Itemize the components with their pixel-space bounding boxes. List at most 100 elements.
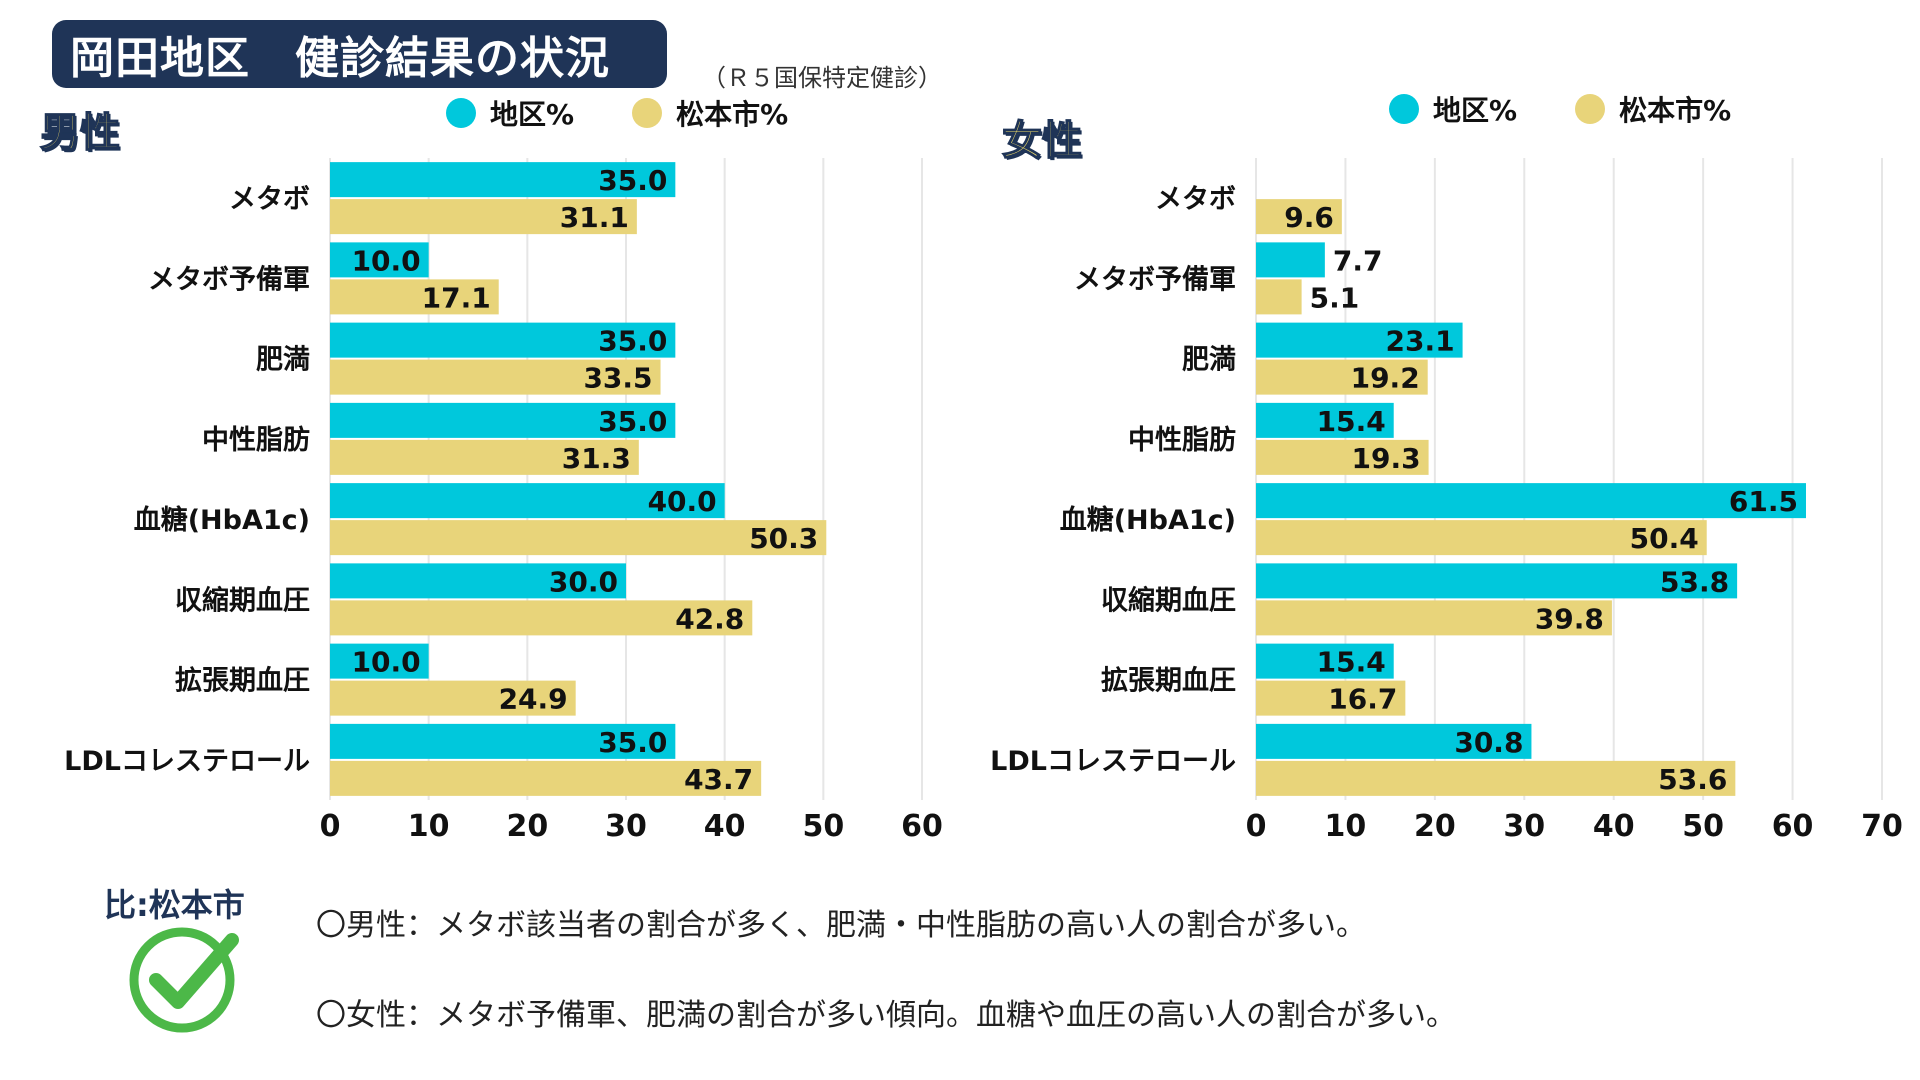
bar-city <box>1256 600 1612 636</box>
x-tick-label: 0 <box>320 809 341 844</box>
male-legend: 地区% 松本市% <box>446 93 846 133</box>
x-tick-label: 60 <box>1772 809 1814 844</box>
data-label: 31.3 <box>562 442 631 475</box>
bar-city <box>330 680 576 716</box>
female-chart: 0 10 20 30 40 50 60 70 メタボ 9.6 メタボ予備軍 7.7 5.1 肥満 23.1 1… <box>990 158 1903 844</box>
data-label: 35.0 <box>598 325 667 358</box>
category-label: LDLコレステロール <box>990 746 1236 777</box>
data-label: 53.8 <box>1660 565 1729 598</box>
data-label: 17.1 <box>422 281 491 314</box>
legend-label-district: 地区% <box>490 98 575 131</box>
x-tick-label: 60 <box>901 809 943 844</box>
category-label: メタボ <box>229 184 310 215</box>
legend-label-city: 松本市% <box>1619 94 1732 127</box>
data-label: 10.0 <box>352 244 421 277</box>
data-label: 42.8 <box>675 602 744 635</box>
category-label: 拡張期血圧 <box>1101 666 1236 697</box>
bar-city <box>330 199 637 235</box>
bar-district <box>1256 483 1806 519</box>
bar-district <box>330 162 676 198</box>
category-label: 肥満 <box>1182 345 1236 376</box>
category-label: 中性脂肪 <box>202 425 310 456</box>
bar-city <box>1256 760 1736 796</box>
bar-district <box>1256 402 1394 438</box>
data-label: 50.4 <box>1630 522 1699 555</box>
bar-district <box>330 483 725 519</box>
data-label: 15.4 <box>1317 405 1386 438</box>
legend-dot-district <box>446 98 476 128</box>
x-tick-label: 30 <box>1503 809 1545 844</box>
data-label: 31.1 <box>560 201 629 234</box>
data-label: 24.9 <box>499 683 568 716</box>
data-label: 43.7 <box>684 763 753 796</box>
legend-dot-city <box>1575 94 1606 124</box>
bar-city <box>1256 680 1406 716</box>
data-label: 5.1 <box>1310 281 1360 314</box>
x-tick-label: 20 <box>1414 809 1456 844</box>
bar-district <box>330 242 429 278</box>
category-label: 拡張期血圧 <box>175 666 310 697</box>
data-label: 16.7 <box>1328 683 1397 716</box>
bar-city <box>330 600 753 636</box>
note-male: 〇男性：メタボ該当者の割合が多く、肥満・中性脂肪の高い人の割合が多い。 <box>316 908 1366 943</box>
data-label: 39.8 <box>1535 602 1604 635</box>
bar-district <box>1256 643 1394 679</box>
x-tick-label: 50 <box>1682 809 1724 844</box>
bar-city <box>1256 279 1302 315</box>
bar-district <box>1256 322 1463 358</box>
data-label: 35.0 <box>598 164 667 197</box>
legend-item-city: 松本市% <box>1575 89 1731 129</box>
legend-label-city: 松本市% <box>676 98 789 131</box>
category-label: 中性脂肪 <box>1128 425 1236 456</box>
x-tick-label: 70 <box>1861 809 1903 844</box>
bar-city <box>1256 359 1428 395</box>
bar-district <box>330 563 626 599</box>
legend-dot-district <box>1389 94 1419 124</box>
page-title: 岡田地区 健診結果の状況 <box>52 20 667 88</box>
comparison-label: 比:松本市 <box>104 886 245 924</box>
data-label: 19.3 <box>1352 442 1421 475</box>
x-tick-label: 0 <box>1246 809 1267 844</box>
legend-item-city: 松本市% <box>632 93 788 133</box>
data-label: 61.5 <box>1729 485 1798 518</box>
data-label: 23.1 <box>1385 325 1454 358</box>
data-label: 35.0 <box>598 726 667 759</box>
bar-district <box>330 322 676 358</box>
bar-district <box>330 402 676 438</box>
bar-district <box>1256 563 1738 599</box>
data-label: 40.0 <box>648 485 717 518</box>
bar-district <box>1256 242 1325 278</box>
x-tick-label: 20 <box>506 809 548 844</box>
x-tick-label: 50 <box>802 809 844 844</box>
category-label: 血糖(HbA1c) <box>1060 504 1236 536</box>
data-label: 9.6 <box>1284 201 1334 234</box>
bar-district <box>330 723 676 759</box>
data-label: 19.2 <box>1351 362 1420 395</box>
data-label: 30.0 <box>549 565 618 598</box>
bar-city <box>330 520 827 556</box>
bar-city <box>330 760 762 796</box>
data-label: 33.5 <box>583 362 652 395</box>
x-tick-label: 40 <box>704 809 746 844</box>
x-tick-label: 40 <box>1593 809 1635 844</box>
checkmark-icon <box>129 927 239 1033</box>
bar-city <box>330 279 499 315</box>
male-chart: 0 10 20 30 40 50 60メタボ35.031.1メタボ予備軍10.017.1肥満… <box>64 158 943 844</box>
data-label: 30.8 <box>1454 726 1523 759</box>
legend-item-district: 地区% <box>446 93 574 133</box>
category-label: 収縮期血圧 <box>175 584 310 616</box>
x-tick-label: 10 <box>1325 809 1367 844</box>
female-chart-title: 女性 <box>1001 117 1083 165</box>
bar-city <box>1256 520 1707 556</box>
x-tick-label: 10 <box>408 809 450 844</box>
category-label: メタボ予備軍 <box>1074 263 1236 295</box>
bar-city <box>1256 199 1342 235</box>
x-tick-label: 30 <box>605 809 647 844</box>
bar-city <box>1256 439 1429 475</box>
legend-item-district: 地区% <box>1389 89 1517 129</box>
data-label: 53.6 <box>1658 763 1727 796</box>
bar-city <box>330 359 661 395</box>
female-legend: 地区% 松本市% <box>1389 89 1789 129</box>
bar-district <box>330 643 429 679</box>
